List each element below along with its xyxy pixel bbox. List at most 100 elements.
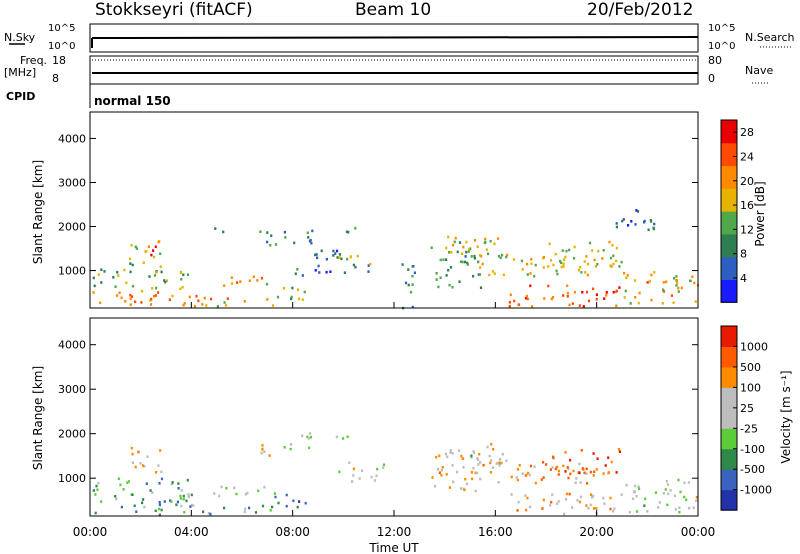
power-cell bbox=[435, 278, 438, 281]
velocity-ytick-label: 4000 bbox=[58, 339, 86, 352]
velocity-cell bbox=[516, 478, 519, 482]
power-cell bbox=[612, 262, 615, 266]
power-cell bbox=[130, 244, 133, 247]
power-cell bbox=[223, 301, 226, 304]
power-cell bbox=[447, 235, 450, 239]
power-cell bbox=[463, 260, 467, 264]
velocity-cell bbox=[593, 470, 596, 474]
power-cell bbox=[533, 274, 536, 278]
velocity-cell bbox=[556, 502, 559, 505]
power-cell bbox=[513, 299, 516, 303]
power-cell bbox=[226, 297, 229, 300]
power-cell bbox=[587, 299, 591, 303]
power-cell bbox=[550, 297, 553, 301]
power-cell bbox=[461, 260, 464, 264]
velocity-cell bbox=[348, 461, 351, 465]
power-cell bbox=[439, 258, 442, 262]
power-cell bbox=[401, 263, 404, 266]
velocity-cell bbox=[358, 477, 361, 480]
velocity-cell bbox=[95, 484, 98, 488]
freq-label: Freq. bbox=[20, 54, 47, 67]
power-cell bbox=[458, 280, 461, 283]
velocity-colorbar-segment bbox=[721, 407, 737, 429]
velocity-cell bbox=[491, 466, 495, 469]
velocity-cell bbox=[592, 474, 595, 477]
power-cell bbox=[291, 286, 294, 290]
velocity-cell bbox=[592, 507, 596, 510]
velocity-colorbar-segment bbox=[721, 428, 737, 450]
velocity-cell bbox=[301, 434, 304, 438]
power-cell bbox=[129, 262, 132, 265]
power-cell bbox=[311, 229, 314, 233]
velocity-cell bbox=[94, 511, 97, 515]
power-colorbar-segment bbox=[721, 120, 737, 144]
power-cell bbox=[488, 273, 491, 277]
velocity-cell bbox=[446, 455, 449, 459]
power-cell bbox=[134, 300, 137, 304]
velocity-cell bbox=[625, 483, 628, 487]
power-cell bbox=[618, 286, 621, 289]
power-cell bbox=[128, 257, 132, 261]
velocity-cell bbox=[223, 506, 226, 510]
power-cell bbox=[565, 249, 568, 253]
power-cell bbox=[560, 261, 563, 265]
velocity-cell bbox=[654, 491, 657, 494]
velocity-colorbar-tick-label: -1000 bbox=[740, 484, 772, 497]
velocity-cell bbox=[444, 452, 447, 456]
power-cell bbox=[543, 297, 546, 300]
velocity-cell bbox=[100, 500, 103, 503]
power-colorbar-tick-label: 24 bbox=[740, 150, 754, 163]
velocity-cell bbox=[585, 504, 588, 507]
power-cell bbox=[634, 296, 637, 299]
velocity-cell bbox=[122, 488, 125, 491]
velocity-cell bbox=[471, 477, 474, 481]
power-cell bbox=[493, 272, 496, 275]
power-cell bbox=[270, 234, 273, 237]
velocity-cell bbox=[579, 481, 582, 484]
velocity-cell bbox=[160, 470, 163, 474]
power-cell bbox=[182, 273, 185, 277]
velocity-cell bbox=[604, 464, 607, 467]
velocity-cell bbox=[571, 506, 574, 509]
power-cell bbox=[316, 256, 319, 260]
power-cell bbox=[573, 290, 576, 294]
velocity-colorbar-segment bbox=[721, 326, 737, 347]
velocity-cell bbox=[477, 463, 480, 466]
power-cell bbox=[601, 257, 604, 260]
velocity-cell bbox=[692, 506, 695, 510]
velocity-cell bbox=[157, 464, 160, 467]
velocity-cell bbox=[382, 463, 386, 467]
power-colorbar: 4 8 12 16 20 24 28 bbox=[720, 119, 754, 303]
velocity-cell bbox=[524, 494, 527, 497]
power-cell bbox=[100, 268, 103, 271]
power-cell bbox=[256, 279, 259, 282]
velocity-cell bbox=[176, 500, 179, 504]
velocity-cell bbox=[260, 451, 263, 455]
power-cell bbox=[243, 300, 246, 303]
power-cell bbox=[318, 271, 321, 274]
power-cell bbox=[325, 257, 328, 261]
velocity-cell bbox=[679, 490, 682, 494]
velocity-cell bbox=[583, 471, 586, 475]
velocity-cell bbox=[580, 449, 583, 452]
velocity-cell bbox=[131, 461, 134, 464]
power-cell bbox=[306, 231, 309, 235]
power-cell bbox=[473, 255, 476, 258]
velocity-cell bbox=[510, 493, 513, 496]
power-cell bbox=[124, 300, 127, 303]
velocity-colorbar-segment bbox=[721, 448, 737, 470]
velocity-cell bbox=[574, 481, 577, 485]
power-cell bbox=[621, 219, 624, 223]
power-cell bbox=[338, 253, 341, 256]
velocity-cell bbox=[542, 460, 545, 464]
power-cell bbox=[479, 254, 482, 257]
velocity-frame bbox=[89, 317, 699, 517]
power-cell bbox=[502, 273, 505, 277]
cpid-label: CPID bbox=[6, 90, 35, 103]
velocity-cell bbox=[360, 469, 364, 473]
power-cell bbox=[665, 280, 668, 284]
velocity-cell bbox=[160, 508, 163, 512]
power-cell bbox=[290, 297, 293, 301]
velocity-cell bbox=[169, 499, 172, 502]
power-cell bbox=[556, 272, 559, 276]
